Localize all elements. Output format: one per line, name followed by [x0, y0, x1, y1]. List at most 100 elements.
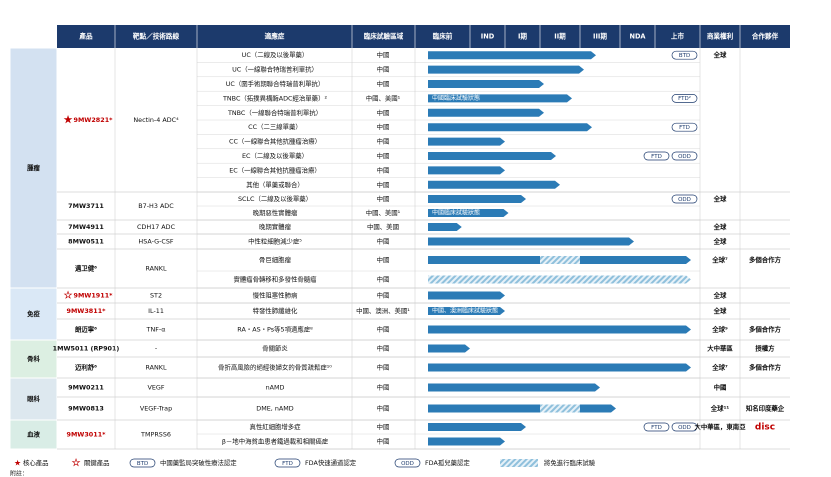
partner: 多個合作方 [749, 255, 782, 264]
area-cell [9, 377, 58, 421]
partner: disc [755, 423, 775, 433]
progress-bar [428, 237, 634, 246]
region: 中國 [377, 325, 390, 334]
header-cell: 合作夥伴 [751, 32, 779, 41]
header-cell: 臨床前 [433, 32, 453, 41]
legend-badge [129, 458, 156, 468]
indication: CC（一線聯合其他抗腫瘤治療） [229, 137, 321, 146]
area-name: 眼科 [27, 394, 40, 403]
area-name: 血液 [27, 430, 40, 439]
progress-bar [428, 291, 505, 300]
product-name: 7MW4911 [68, 223, 104, 231]
area-cell [9, 287, 58, 341]
star-icon: ★ [64, 116, 72, 126]
badge-label: ODD [678, 154, 691, 160]
rights: 全球 [713, 194, 727, 203]
progress-bar [428, 65, 584, 74]
header-cell: 上市 [671, 32, 685, 41]
rights: 全球⁷ [711, 255, 728, 264]
region: 中國 [377, 291, 390, 300]
target: IL-11 [148, 307, 164, 315]
legend-badge-code: ODD [401, 461, 414, 467]
hatch-segment [540, 256, 580, 264]
header-cell: II期 [554, 32, 566, 41]
target: VEGF [147, 384, 164, 392]
badge [671, 151, 698, 161]
indication: 中性粒細胞減少症⁵ [248, 237, 302, 246]
legend-badge-label: 中國藥監局突破性療法認定 [160, 458, 237, 467]
progress-bar [428, 108, 544, 117]
region: 中國、美國¹ [366, 93, 401, 102]
header-cell: 適應症 [265, 32, 285, 41]
indication: nAMD [266, 384, 285, 392]
indication: 慢性阻塞性肺病 [253, 291, 298, 300]
target: RANKL [145, 265, 167, 273]
target: HSA-G-CSF [138, 238, 174, 246]
product-name: 9MW0211 [68, 384, 104, 392]
rights: 全球¹¹ [710, 404, 730, 413]
rights: 大中華區，東南亞 [694, 422, 746, 431]
rights: 大中華區 [707, 344, 733, 353]
indication: CC（二三線單藥） [248, 122, 302, 131]
progress-bar [428, 325, 691, 334]
badge-label: FTD [679, 125, 690, 131]
progress-bar [428, 209, 509, 217]
header-cell: 商業權利 [707, 32, 734, 41]
indication: 晚期實體瘤 [259, 222, 292, 231]
progress-bar [428, 437, 505, 446]
indication: 實體瘤骨轉移和多發性骨髓瘤 [233, 275, 317, 284]
progress-bar [428, 51, 596, 60]
indication: UC（一線聯合特瑞普利單抗） [232, 65, 318, 74]
badge [671, 94, 698, 103]
indication: 骨關節炎 [262, 344, 288, 353]
header-cell: IND [481, 33, 495, 41]
region: 中國 [377, 237, 390, 246]
legend-badge-label: FDA快速通道認定 [305, 458, 357, 467]
product-name: 9MW3811* [67, 307, 107, 315]
region: 中國 [377, 65, 390, 74]
region: 中國 [377, 363, 390, 372]
footnote: 附註： [10, 470, 28, 477]
region: 中國 [377, 79, 390, 88]
region: 中國 [377, 422, 390, 431]
target: VEGF-Trap [140, 405, 172, 413]
region: 中國 [377, 383, 390, 392]
product-name: 9MW0813 [68, 405, 104, 413]
target: RANKL [145, 364, 167, 372]
region: 中國 [377, 122, 390, 131]
star-icon: ★ [64, 291, 72, 301]
product-name: 邁卫健⁶ [74, 264, 97, 273]
indication: SCLC（二線及以後單藥） [238, 194, 312, 203]
region: 中國 [377, 180, 390, 189]
progress-bar [428, 137, 505, 146]
region: 中國 [377, 255, 390, 264]
target: - [155, 345, 157, 353]
badge-label: FTD² [678, 95, 691, 102]
area-cell [9, 47, 58, 289]
rights: 全球 [713, 306, 727, 315]
region: 中國、澳洲、美國¹ [356, 306, 410, 315]
rights: 全球⁹ [711, 325, 728, 334]
progress-bar [428, 404, 616, 413]
badge [643, 422, 670, 432]
product-name: 9MW3011* [67, 431, 107, 439]
indication: 特發性肺纖維化 [253, 306, 298, 315]
progress-bar [428, 80, 544, 88]
region: 中國 [377, 108, 390, 117]
area-name: 免疫 [27, 309, 40, 318]
product-name: 7MW3711 [68, 202, 104, 210]
rights: 全球 [713, 291, 727, 300]
header-cell: I期 [518, 32, 527, 41]
region: 中國 [377, 194, 390, 203]
area-name: 骨科 [27, 354, 40, 363]
product-name: 朗迈寧⁶ [75, 325, 97, 334]
badge-label: FTD [651, 154, 662, 160]
legend-badge [394, 458, 421, 468]
progress-bar [428, 123, 592, 132]
progress-bar [428, 363, 691, 372]
legend-star: ★ [72, 459, 80, 469]
indication: β－地中海貧血患者鐵過載和相關癌症 [222, 437, 329, 446]
product-name: 9MW2821* [74, 116, 114, 124]
partner: 知名印度藥企 [745, 404, 785, 413]
